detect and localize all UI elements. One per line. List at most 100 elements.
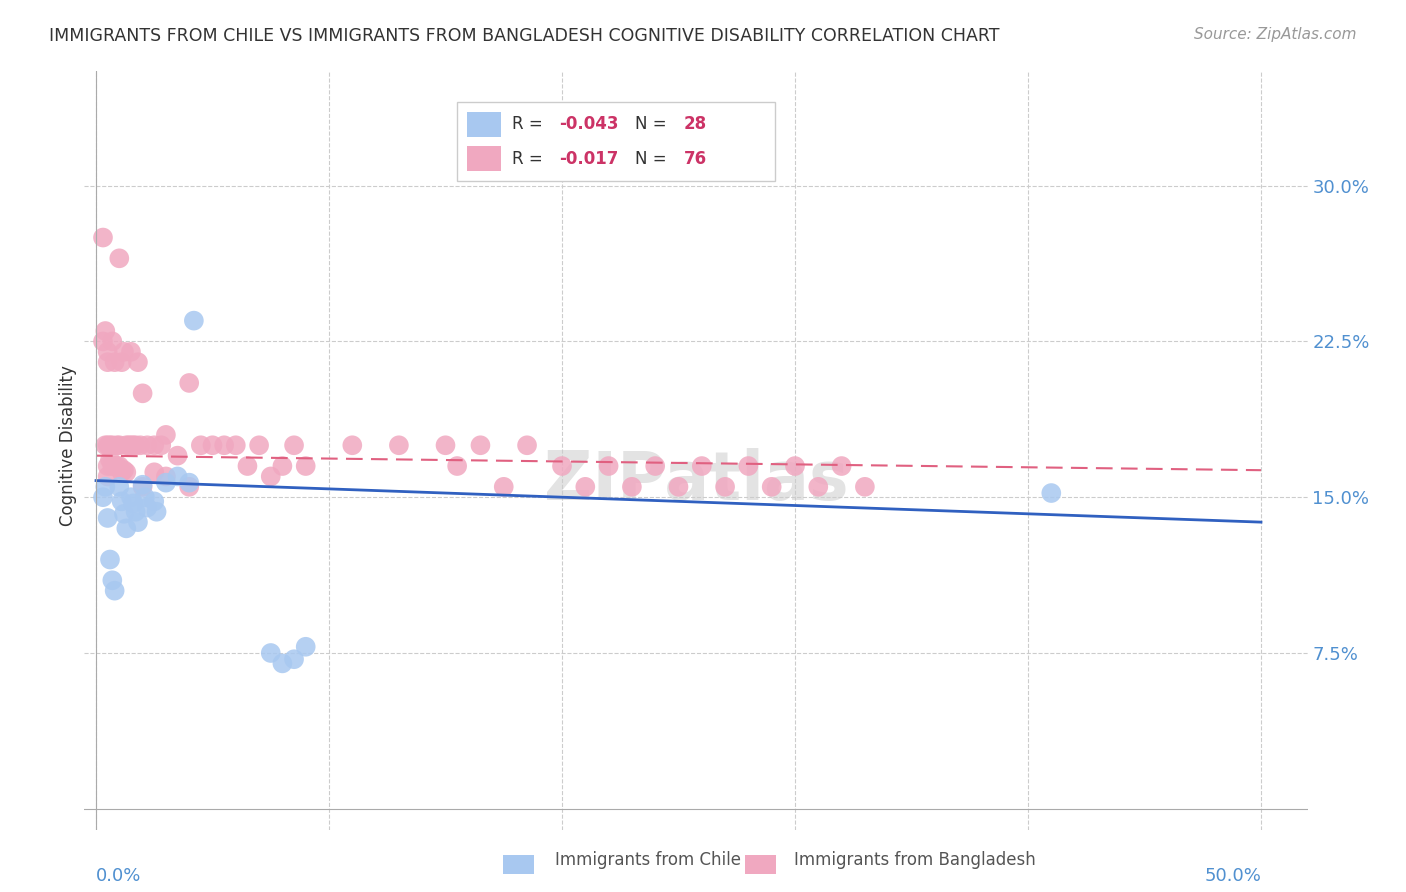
Text: N =: N =	[636, 115, 672, 134]
Point	[434, 438, 457, 452]
Point	[131, 386, 153, 401]
Point	[761, 480, 783, 494]
Point	[108, 480, 131, 494]
Point	[124, 438, 146, 452]
Text: Immigrants from Bangladesh: Immigrants from Bangladesh	[794, 851, 1036, 869]
Point	[94, 438, 117, 452]
Point	[283, 438, 305, 452]
Point	[714, 480, 737, 494]
Text: R =: R =	[513, 115, 548, 134]
Point	[143, 438, 166, 452]
Point	[179, 376, 201, 390]
Point	[108, 438, 131, 452]
Text: Cognitive Disability: Cognitive Disability	[59, 365, 77, 525]
Point	[807, 480, 830, 494]
Point	[124, 505, 146, 519]
Point	[620, 480, 643, 494]
Point	[236, 458, 259, 473]
Point	[122, 496, 145, 510]
Point	[271, 458, 294, 473]
Point	[115, 521, 138, 535]
Point	[690, 458, 713, 473]
Point	[101, 574, 124, 588]
Point	[97, 355, 120, 369]
Point	[108, 458, 131, 473]
Point	[155, 469, 177, 483]
Point	[143, 465, 166, 479]
Point	[201, 438, 224, 452]
Point	[101, 334, 124, 349]
Point	[104, 583, 127, 598]
Point	[342, 438, 364, 452]
Point	[97, 511, 120, 525]
Point	[516, 438, 538, 452]
Point	[98, 452, 121, 467]
Point	[853, 480, 876, 494]
Point	[574, 480, 596, 494]
Point	[131, 477, 153, 491]
Point	[131, 480, 153, 494]
Point	[260, 469, 283, 483]
Point	[104, 355, 127, 369]
Point	[492, 480, 515, 494]
FancyBboxPatch shape	[467, 146, 502, 171]
Point	[737, 458, 759, 473]
Point	[98, 552, 121, 566]
Point	[143, 494, 166, 508]
Point	[145, 505, 167, 519]
Point	[112, 344, 135, 359]
Point	[91, 230, 114, 244]
Point	[166, 469, 188, 483]
Point	[247, 438, 270, 452]
Point	[97, 458, 120, 473]
Point	[94, 324, 117, 338]
Point	[101, 438, 124, 452]
Point	[831, 458, 853, 473]
Text: R =: R =	[513, 150, 548, 168]
Point	[105, 438, 128, 452]
Point	[115, 438, 138, 452]
Text: 28: 28	[683, 115, 707, 134]
Point	[91, 490, 114, 504]
Point	[134, 490, 156, 504]
Point	[155, 428, 177, 442]
Point	[271, 657, 294, 671]
Point	[127, 515, 149, 529]
Text: -0.017: -0.017	[560, 150, 619, 168]
Point	[120, 438, 142, 452]
Point	[470, 438, 492, 452]
Point	[294, 640, 316, 654]
Point	[783, 458, 806, 473]
Point	[179, 475, 201, 490]
Text: Source: ZipAtlas.com: Source: ZipAtlas.com	[1194, 27, 1357, 42]
Point	[120, 490, 142, 504]
Point	[127, 355, 149, 369]
Point	[115, 465, 138, 479]
Point	[155, 475, 177, 490]
Text: 50.0%: 50.0%	[1204, 867, 1261, 885]
Point	[283, 652, 305, 666]
Point	[190, 438, 212, 452]
Point	[94, 480, 117, 494]
Point	[98, 438, 121, 452]
Text: IMMIGRANTS FROM CHILE VS IMMIGRANTS FROM BANGLADESH COGNITIVE DISABILITY CORRELA: IMMIGRANTS FROM CHILE VS IMMIGRANTS FROM…	[49, 27, 1000, 45]
Point	[166, 449, 188, 463]
Point	[91, 334, 114, 349]
Point	[551, 458, 574, 473]
Point	[294, 458, 316, 473]
Point	[225, 438, 247, 452]
Point	[97, 344, 120, 359]
Point	[111, 465, 134, 479]
FancyBboxPatch shape	[467, 112, 502, 137]
Point	[183, 313, 205, 327]
FancyBboxPatch shape	[457, 102, 776, 181]
Point	[122, 438, 145, 452]
Point	[136, 438, 159, 452]
Point	[212, 438, 235, 452]
Point	[129, 438, 152, 452]
Point	[105, 458, 128, 473]
Text: ZIPatlas: ZIPatlas	[544, 448, 848, 514]
Point	[1040, 486, 1063, 500]
Point	[136, 500, 159, 515]
Point	[101, 458, 124, 473]
